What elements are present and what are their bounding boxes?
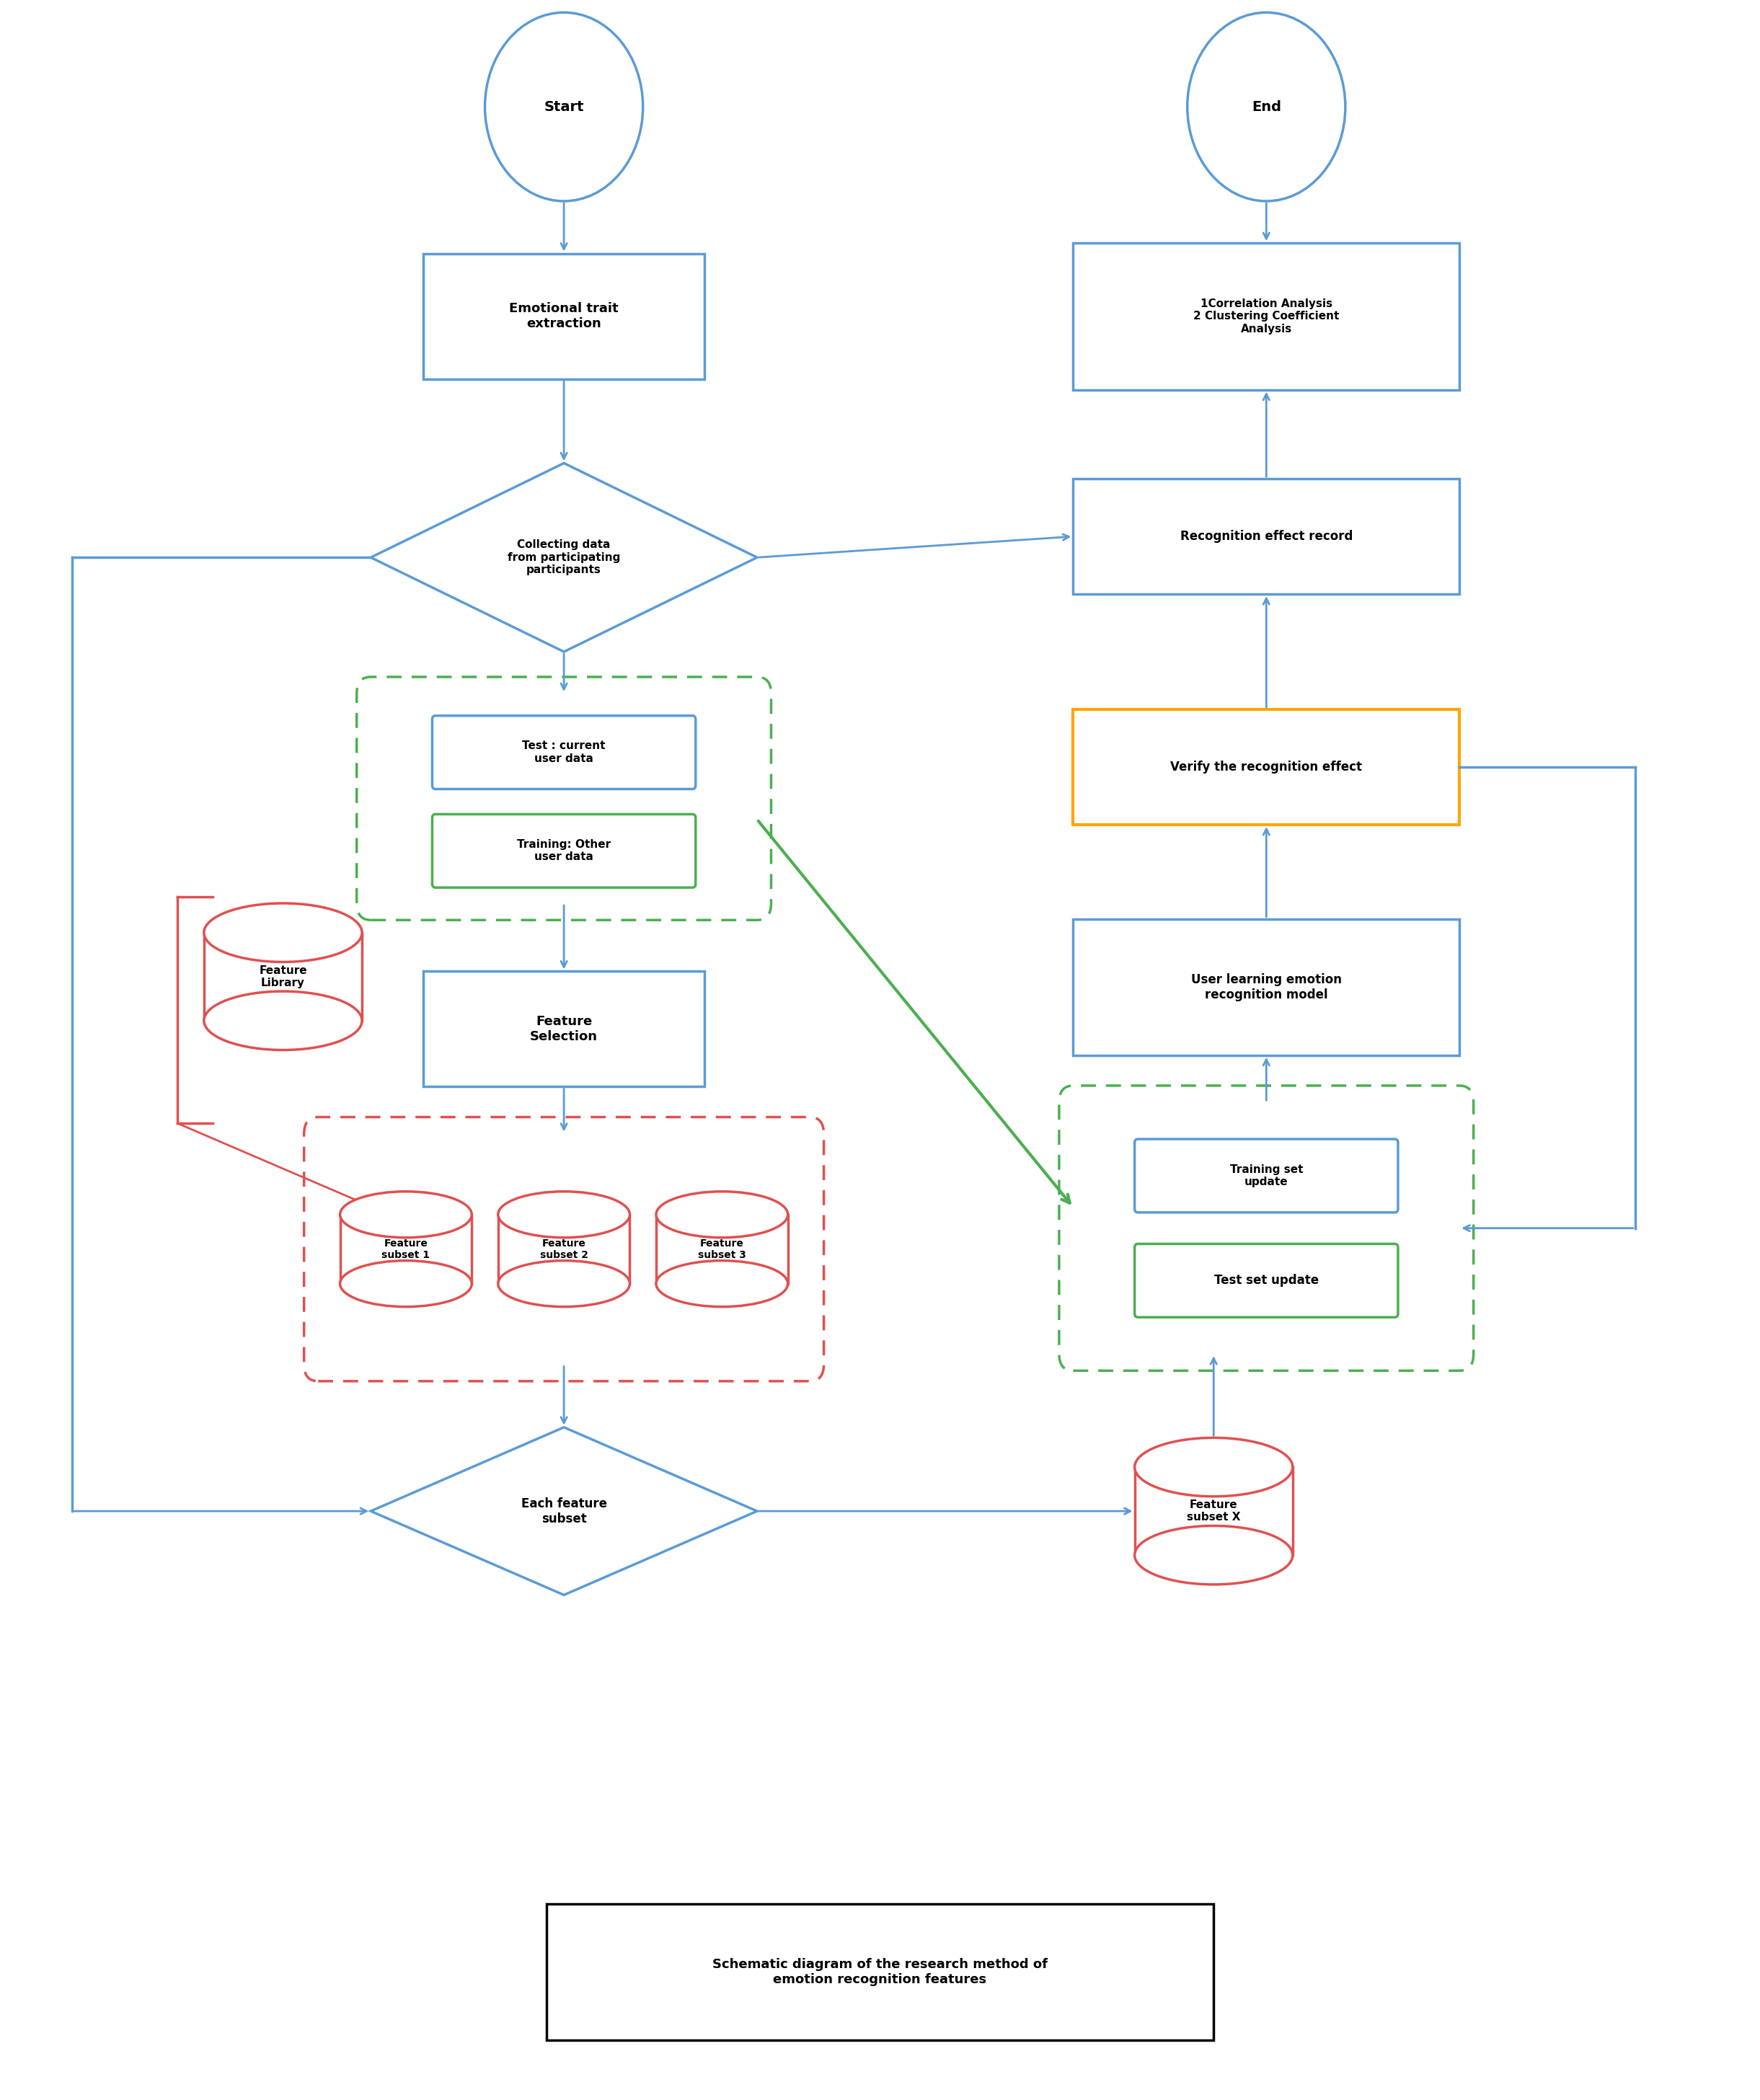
Text: Feature
subset 2: Feature subset 2 — [540, 1239, 588, 1260]
Circle shape — [486, 13, 642, 202]
Ellipse shape — [204, 903, 363, 962]
Text: 1Correlation Analysis
2 Clustering Coefficient
Analysis: 1Correlation Analysis 2 Clustering Coeff… — [1193, 298, 1339, 334]
Ellipse shape — [498, 1191, 630, 1237]
Ellipse shape — [340, 1260, 472, 1306]
Text: Feature
subset 1: Feature subset 1 — [382, 1239, 429, 1260]
FancyBboxPatch shape — [433, 716, 695, 790]
Text: User learning emotion
recognition model: User learning emotion recognition model — [1192, 972, 1341, 1002]
Text: Training: Other
user data: Training: Other user data — [517, 840, 611, 863]
Text: Feature
Selection: Feature Selection — [530, 1014, 598, 1044]
Bar — [424, 972, 704, 1086]
Text: Test : current
user data: Test : current user data — [523, 741, 605, 764]
Text: Training set
update: Training set update — [1230, 1163, 1302, 1186]
Polygon shape — [371, 464, 757, 651]
Text: Verify the recognition effect: Verify the recognition effect — [1170, 760, 1362, 773]
Text: Start: Start — [544, 101, 584, 113]
Bar — [340, 1214, 472, 1283]
Bar — [1074, 920, 1459, 1054]
Bar — [204, 932, 363, 1021]
Bar — [498, 1214, 630, 1283]
Bar — [546, 1905, 1214, 2041]
Text: Schematic diagram of the research method of
emotion recognition features: Schematic diagram of the research method… — [713, 1959, 1047, 1987]
Ellipse shape — [1135, 1527, 1292, 1585]
Polygon shape — [371, 1428, 757, 1596]
Text: Each feature
subset: Each feature subset — [521, 1497, 607, 1525]
Text: Emotional trait
extraction: Emotional trait extraction — [509, 302, 618, 330]
Bar — [1135, 1468, 1292, 1556]
Ellipse shape — [204, 991, 363, 1050]
Bar — [1074, 244, 1459, 391]
FancyBboxPatch shape — [1135, 1138, 1397, 1212]
Ellipse shape — [498, 1260, 630, 1306]
Text: Test set update: Test set update — [1214, 1275, 1318, 1287]
Bar — [424, 254, 704, 380]
FancyBboxPatch shape — [433, 815, 695, 888]
Text: Collecting data
from participating
participants: Collecting data from participating parti… — [507, 540, 620, 575]
Text: End: End — [1251, 101, 1281, 113]
Text: Feature
subset 3: Feature subset 3 — [699, 1239, 746, 1260]
Ellipse shape — [656, 1260, 788, 1306]
Ellipse shape — [1135, 1439, 1292, 1497]
Text: Feature
subset X: Feature subset X — [1186, 1499, 1241, 1523]
Ellipse shape — [656, 1191, 788, 1237]
Bar — [1074, 479, 1459, 594]
Text: Recognition effect record: Recognition effect record — [1179, 529, 1353, 544]
Text: Feature
Library: Feature Library — [259, 966, 306, 989]
FancyBboxPatch shape — [1135, 1243, 1397, 1317]
Ellipse shape — [340, 1191, 472, 1237]
Circle shape — [1188, 13, 1345, 202]
Bar — [656, 1214, 788, 1283]
Bar — [1074, 710, 1459, 825]
